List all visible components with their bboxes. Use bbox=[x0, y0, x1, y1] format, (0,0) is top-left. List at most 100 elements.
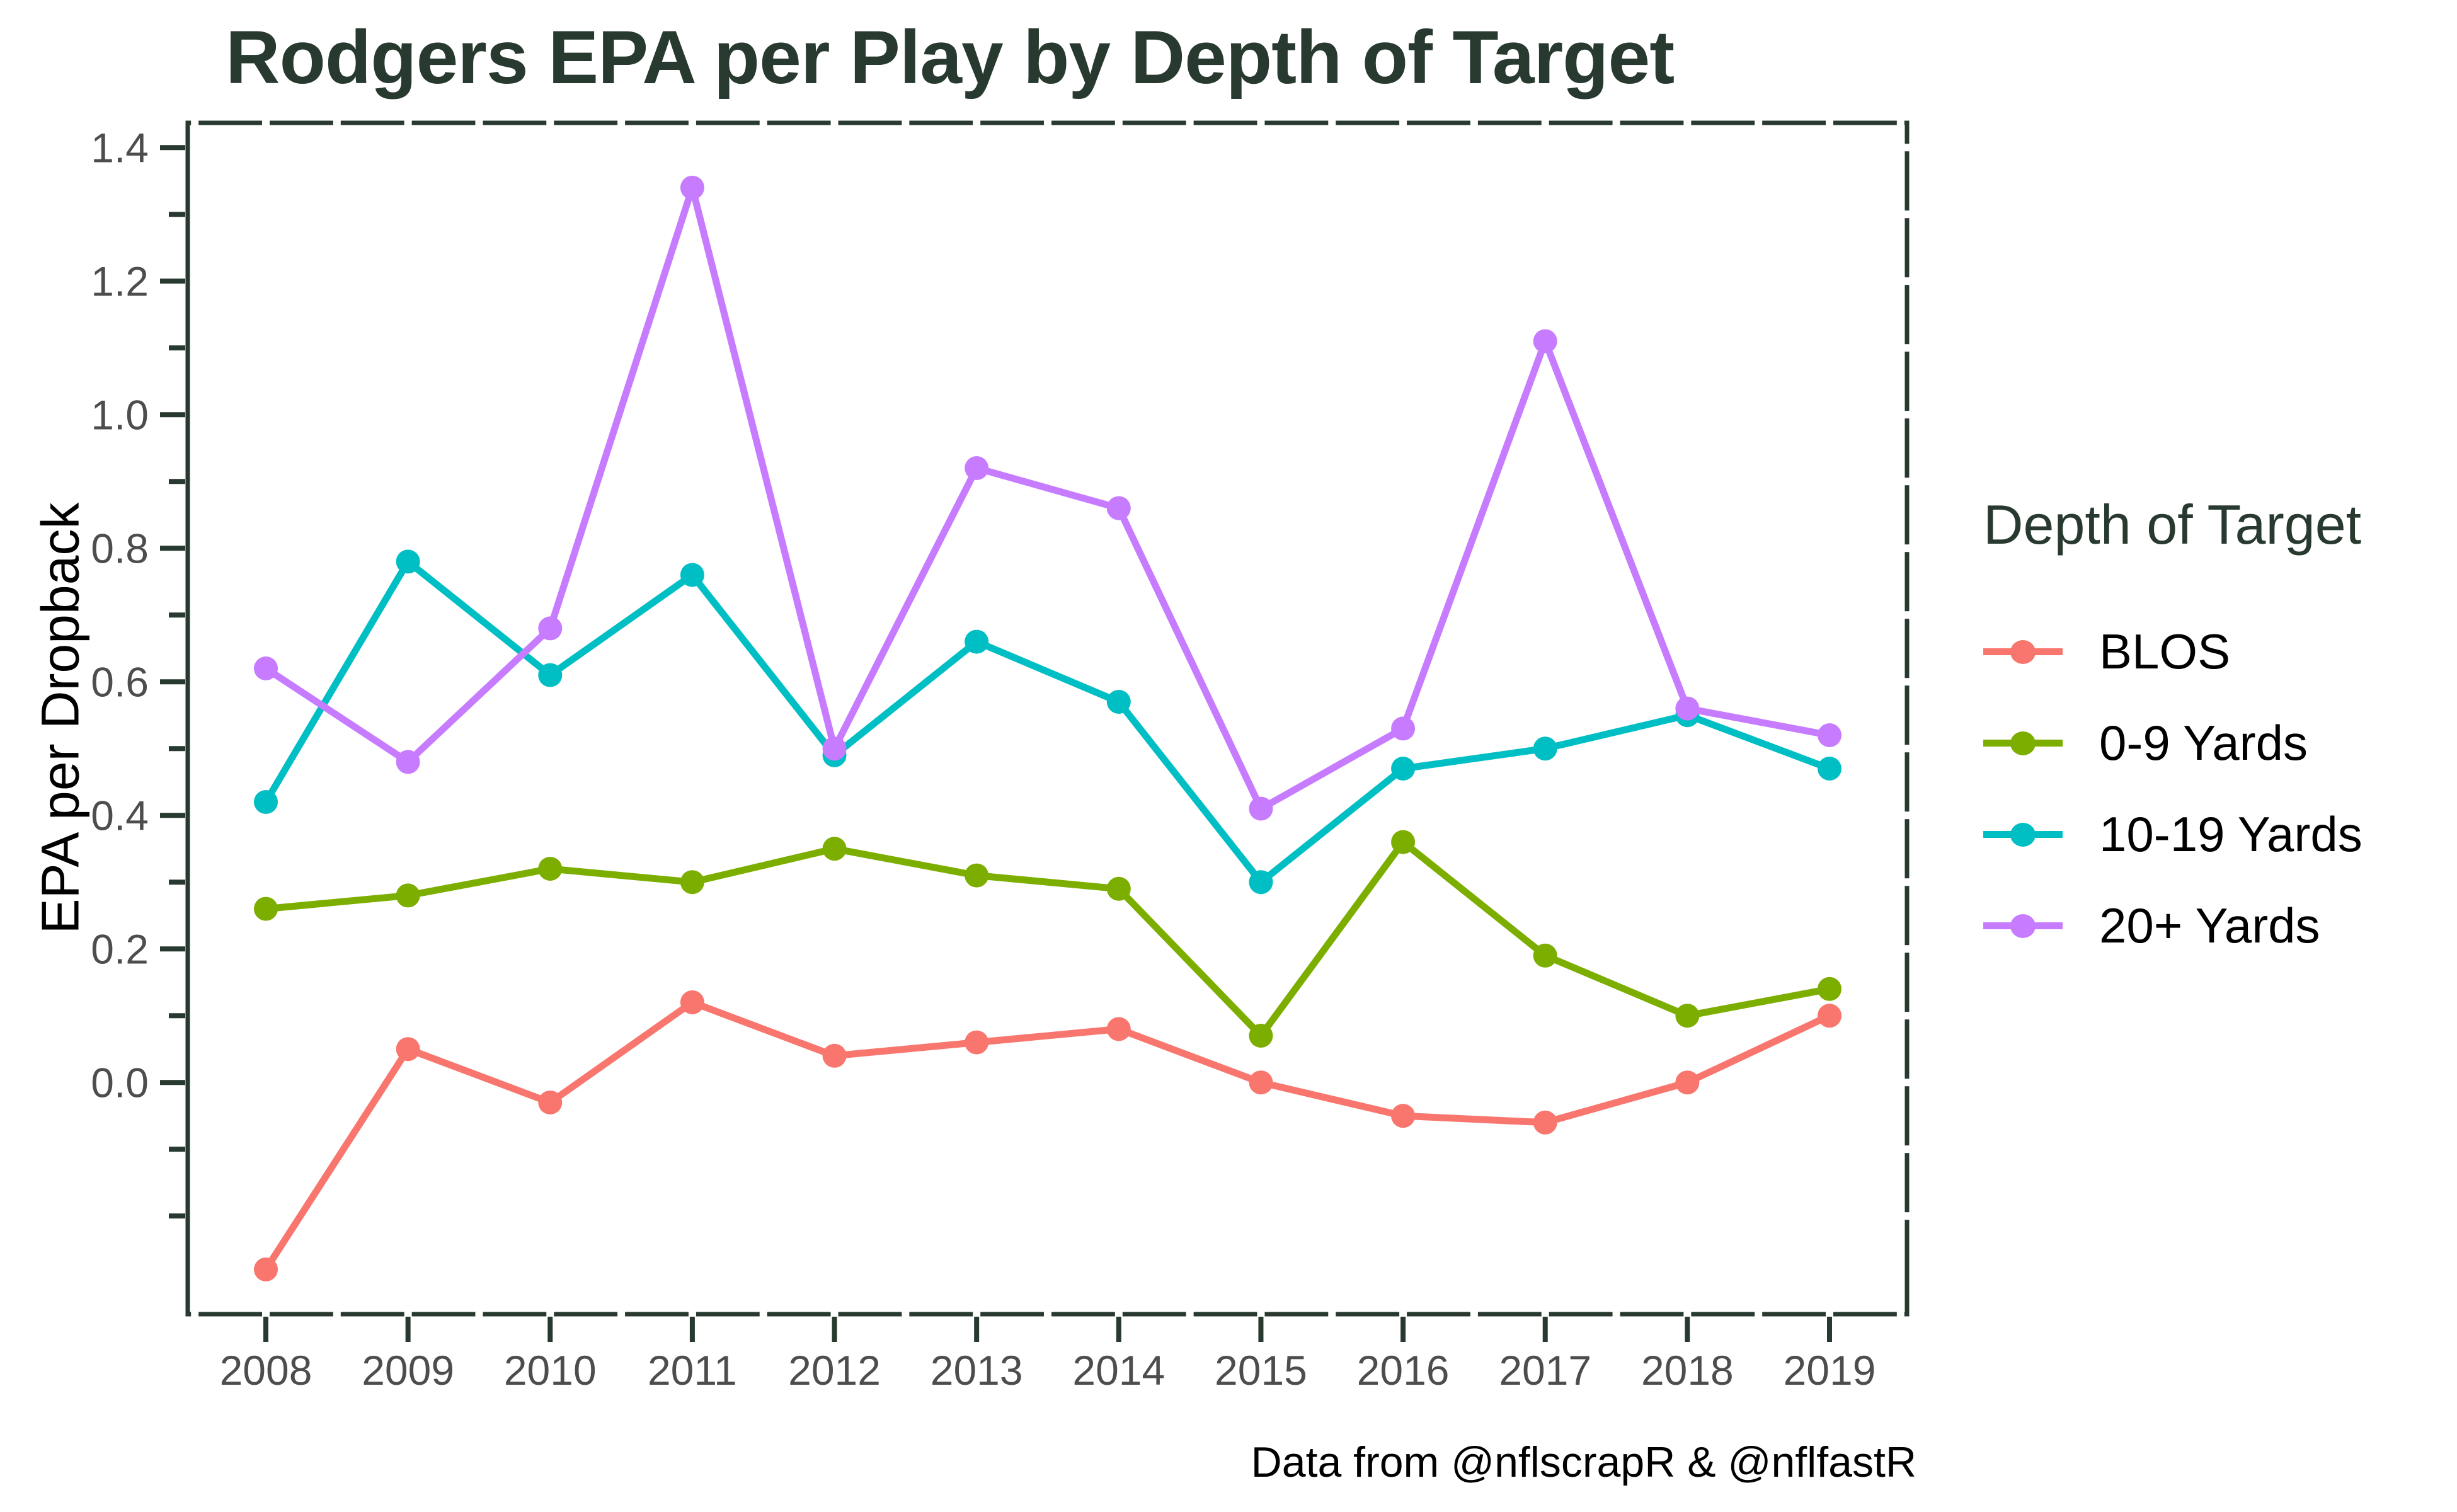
y-tick-label: 0.0 bbox=[91, 1059, 149, 1106]
data-point-20-yards bbox=[965, 456, 989, 481]
data-point-blos bbox=[822, 1043, 847, 1068]
series-line-10-19-yards bbox=[262, 558, 1833, 886]
border-notch-bottom bbox=[1612, 1312, 1620, 1317]
data-point-blos bbox=[1818, 1004, 1841, 1028]
border-notch-bottom bbox=[262, 1312, 270, 1317]
data-point-10-19-yards bbox=[1249, 870, 1273, 895]
legend-key-dot bbox=[2010, 914, 2036, 938]
border-notch-bottom bbox=[617, 1312, 626, 1317]
x-tick-label: 2016 bbox=[1357, 1347, 1450, 1394]
border-notch-top bbox=[475, 120, 483, 125]
legend-key-icon bbox=[1983, 724, 2063, 762]
data-point-blos bbox=[254, 1257, 278, 1281]
data-point-0-9-yards bbox=[254, 896, 278, 921]
data-point-20-yards bbox=[1818, 723, 1841, 747]
legend: Depth of Target BLOS 0-9 Yards 10-19 Yards… bbox=[1983, 493, 2457, 971]
border-notch-bottom bbox=[759, 1312, 767, 1317]
data-point-0-9-yards bbox=[1675, 1004, 1700, 1028]
data-point-blos bbox=[1106, 1017, 1131, 1041]
data-point-0-9-yards bbox=[396, 883, 420, 908]
legend-title: Depth of Target bbox=[1983, 493, 2362, 556]
border-notch-right bbox=[1904, 745, 1910, 753]
data-point-20-yards bbox=[1391, 716, 1416, 741]
border-notch-bottom bbox=[830, 1312, 839, 1317]
data-point-10-19-yards bbox=[1533, 736, 1557, 761]
border-notch-top bbox=[830, 120, 839, 125]
border-notch-top bbox=[1399, 120, 1407, 125]
data-point-blos bbox=[396, 1037, 420, 1062]
legend-item-label: 20+ Yards bbox=[2099, 898, 2320, 953]
series-line-20-yards bbox=[262, 184, 1833, 813]
data-point-10-19-yards bbox=[1391, 756, 1416, 781]
border-notch-bottom bbox=[191, 1312, 199, 1317]
data-point-0-9-yards bbox=[822, 837, 847, 861]
data-point-blos bbox=[1249, 1070, 1273, 1095]
y-tick-label: 0.4 bbox=[91, 792, 149, 839]
panel-border bbox=[185, 120, 1910, 1317]
border-notch-top bbox=[1328, 120, 1336, 125]
chart-title: Rodgers EPA per Play by Depth of Target bbox=[226, 15, 1675, 100]
data-point-blos bbox=[1533, 1110, 1557, 1135]
border-notch-top bbox=[973, 120, 981, 125]
border-notch-top bbox=[1257, 120, 1265, 125]
data-point-0-9-yards bbox=[1106, 876, 1131, 901]
border-notch-bottom bbox=[973, 1312, 981, 1317]
border-notch-right bbox=[1904, 277, 1910, 285]
border-notch-right bbox=[1904, 678, 1910, 686]
border-notch-right bbox=[1904, 945, 1910, 953]
x-tick-label: 2013 bbox=[931, 1347, 1023, 1394]
border-notch-top bbox=[1826, 120, 1833, 125]
border-notch-bottom bbox=[546, 1312, 554, 1317]
border-notch-bottom bbox=[1470, 1312, 1478, 1317]
x-tick-label: 2010 bbox=[504, 1347, 597, 1394]
border-notch-top bbox=[1541, 120, 1549, 125]
data-point-20-yards bbox=[680, 175, 704, 200]
y-tick-label: 0.6 bbox=[91, 658, 149, 705]
border-notch-bottom bbox=[1399, 1312, 1407, 1317]
legend-item-label: 0-9 Yards bbox=[2099, 715, 2308, 770]
border-notch-bottom bbox=[688, 1312, 696, 1317]
legend-item-blos: BLOS bbox=[1983, 606, 2457, 697]
data-point-0-9-yards bbox=[1249, 1023, 1273, 1048]
data-point-blos bbox=[1391, 1104, 1416, 1128]
border-notch-top bbox=[1896, 120, 1904, 125]
border-notch-top bbox=[1755, 120, 1763, 125]
data-point-20-yards bbox=[822, 736, 847, 761]
border-notch-top bbox=[262, 120, 270, 125]
border-notch-bottom bbox=[475, 1312, 483, 1317]
border-notch-bottom bbox=[1755, 1312, 1763, 1317]
border-notch-bottom bbox=[1826, 1312, 1833, 1317]
border-notch-bottom bbox=[1044, 1312, 1051, 1317]
x-tick-label: 2012 bbox=[788, 1347, 881, 1394]
data-point-20-yards bbox=[1533, 329, 1557, 353]
border-notch-bottom bbox=[1114, 1312, 1123, 1317]
border-notch-top bbox=[1044, 120, 1051, 125]
data-point-blos bbox=[538, 1090, 563, 1114]
border-notch-top bbox=[191, 120, 199, 125]
border-notch-top bbox=[546, 120, 554, 125]
x-tick-label: 2009 bbox=[362, 1347, 454, 1394]
border-notch-bottom bbox=[1186, 1312, 1194, 1317]
y-tick-label: 1.2 bbox=[91, 258, 149, 304]
data-point-0-9-yards bbox=[680, 870, 704, 895]
data-point-0-9-yards bbox=[538, 856, 563, 881]
legend-item-0-9-yards: 0-9 Yards bbox=[1983, 697, 2457, 789]
x-tick-label: 2008 bbox=[220, 1347, 312, 1394]
border-notch-bottom bbox=[404, 1312, 412, 1317]
x-tick-label: 2014 bbox=[1072, 1347, 1165, 1394]
border-notch-top bbox=[617, 120, 626, 125]
data-point-20-yards bbox=[396, 750, 420, 774]
caption: Data from @nflscrapR & @nflfastR bbox=[1251, 1438, 1916, 1486]
border-notch-top bbox=[1612, 120, 1620, 125]
border-notch-right bbox=[1904, 878, 1910, 886]
border-notch-bottom bbox=[1896, 1312, 1904, 1317]
data-point-blos bbox=[1675, 1070, 1700, 1095]
data-point-10-19-yards bbox=[1106, 690, 1131, 714]
data-point-blos bbox=[680, 990, 704, 1014]
border-notch-right bbox=[1904, 144, 1910, 152]
border-notch-right bbox=[1904, 344, 1910, 352]
border-notch-right bbox=[1904, 1079, 1910, 1087]
border-notch-right bbox=[1904, 1212, 1910, 1220]
